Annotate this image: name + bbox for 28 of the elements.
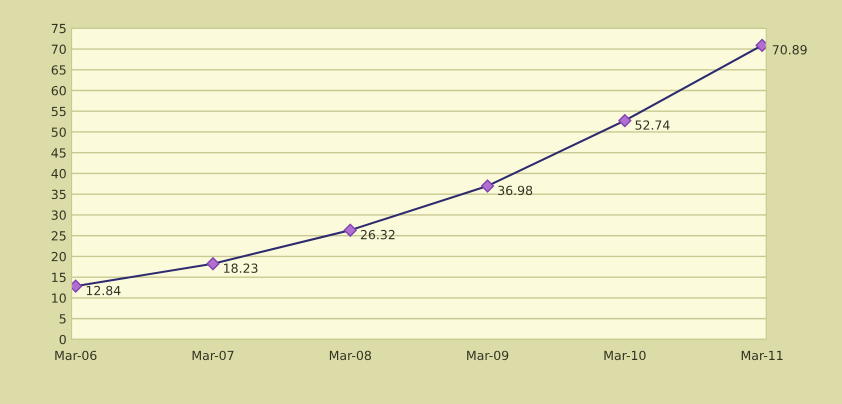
x-tick-label: Mar-11	[742, 350, 783, 360]
y-tick-label: 40	[51, 168, 66, 178]
y-tick-label: 55	[52, 106, 66, 116]
x-tick-label: Mar-07	[192, 350, 234, 360]
y-tick-label: 35	[52, 190, 66, 200]
y-tick-label: 65	[52, 65, 66, 75]
x-tick-label: Mar-09	[467, 350, 508, 360]
x-tick-label: Mar-06	[55, 350, 97, 360]
y-tick-label: 45	[51, 148, 66, 158]
data-label: 36.98	[498, 186, 532, 196]
y-tick-label: 50	[52, 127, 66, 137]
y-tick-label: 0	[60, 334, 66, 344]
y-tick-label: 10	[52, 293, 66, 303]
data-label: 18.23	[224, 263, 258, 273]
y-tick-label: 20	[52, 252, 66, 262]
x-tick-label: Mar-10	[604, 350, 646, 360]
y-tick-label: 30	[52, 210, 66, 220]
y-tick-label: 5	[60, 314, 66, 324]
y-tick-label: 25	[52, 231, 66, 241]
data-label: 12.84	[86, 286, 120, 296]
y-tick-label: 15	[52, 272, 66, 282]
data-label: 26.32	[360, 230, 395, 240]
y-tick-label: 70	[52, 44, 66, 54]
y-tick-label: 75	[52, 24, 66, 34]
data-label: 70.89	[772, 45, 807, 55]
x-tick-label: Mar-08	[330, 350, 371, 360]
data-label: 52.74	[636, 120, 670, 130]
y-tick-label: 60	[52, 86, 66, 96]
